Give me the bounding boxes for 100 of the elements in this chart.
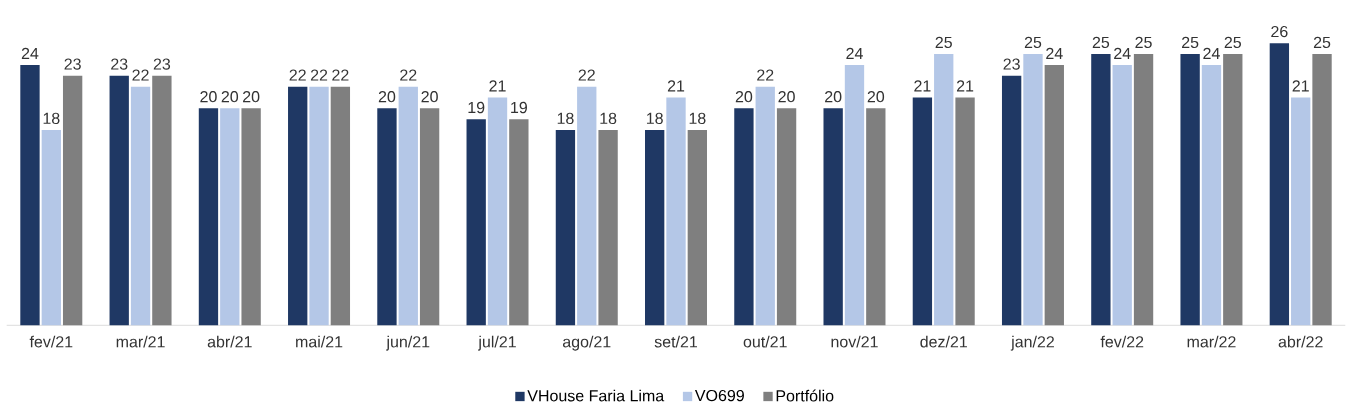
data-label: 23 bbox=[153, 58, 171, 70]
bar bbox=[844, 65, 865, 326]
bar bbox=[20, 65, 40, 326]
bar bbox=[866, 108, 886, 326]
bar bbox=[1312, 54, 1332, 326]
data-label: 24 bbox=[846, 47, 863, 60]
bar bbox=[934, 54, 954, 326]
bar bbox=[1223, 54, 1243, 326]
data-label: 20 bbox=[421, 91, 438, 103]
x-tick-label: mar/22 bbox=[1187, 335, 1236, 348]
bar bbox=[1291, 97, 1311, 326]
data-label: 20 bbox=[867, 91, 885, 103]
bar bbox=[241, 108, 261, 326]
bar bbox=[152, 75, 172, 326]
bar bbox=[755, 86, 775, 326]
data-label: 20 bbox=[221, 91, 239, 103]
bar bbox=[288, 86, 308, 326]
data-label: 25 bbox=[1224, 36, 1242, 49]
bar bbox=[577, 86, 597, 326]
x-tick-label: jun/21 bbox=[386, 335, 430, 351]
data-label: 24 bbox=[1046, 47, 1063, 60]
x-tick-label: abr/21 bbox=[207, 335, 252, 348]
data-label: 22 bbox=[132, 69, 149, 81]
legend-label: Portfólio bbox=[776, 389, 834, 402]
x-tick-label: fev/21 bbox=[29, 335, 73, 348]
bar bbox=[1133, 54, 1154, 326]
x-tick-label: abr/22 bbox=[1278, 335, 1323, 348]
bar bbox=[198, 108, 219, 326]
data-label: 21 bbox=[914, 80, 931, 92]
data-label: 18 bbox=[557, 112, 574, 125]
data-label: 24 bbox=[1203, 47, 1220, 60]
bar bbox=[419, 108, 440, 326]
bar bbox=[1269, 43, 1290, 326]
data-label: 25 bbox=[1092, 36, 1110, 49]
bar bbox=[555, 130, 576, 326]
bar bbox=[1201, 65, 1222, 326]
bar bbox=[1044, 65, 1064, 326]
x-tick-label: nov/21 bbox=[831, 335, 878, 348]
x-tick-label: ago/21 bbox=[562, 335, 611, 351]
bar bbox=[509, 119, 529, 326]
bar bbox=[666, 97, 686, 326]
data-label: 20 bbox=[200, 91, 217, 103]
data-label: 22 bbox=[400, 69, 417, 81]
bar bbox=[912, 97, 933, 326]
x-tick-label: dez/21 bbox=[920, 335, 967, 348]
data-label: 18 bbox=[646, 112, 663, 125]
data-label: 25 bbox=[1313, 36, 1331, 49]
bar bbox=[109, 75, 129, 326]
data-label: 21 bbox=[956, 80, 974, 92]
data-label: 24 bbox=[1114, 47, 1131, 60]
bar bbox=[377, 108, 397, 326]
legend-label: VO699 bbox=[694, 390, 744, 402]
data-label: 18 bbox=[689, 112, 706, 125]
data-label: 23 bbox=[1003, 58, 1020, 70]
bar bbox=[41, 130, 61, 326]
bar bbox=[734, 108, 754, 326]
x-tick-label: jul/21 bbox=[478, 335, 516, 351]
bar bbox=[330, 86, 351, 326]
bar bbox=[309, 86, 329, 326]
x-tick-label: mai/21 bbox=[296, 335, 343, 348]
data-label: 22 bbox=[332, 69, 349, 81]
x-tick-label: set/21 bbox=[654, 335, 698, 348]
bar bbox=[1180, 54, 1200, 326]
data-label: 23 bbox=[111, 58, 128, 70]
data-label: 20 bbox=[825, 91, 842, 103]
data-label: 25 bbox=[1182, 36, 1199, 49]
bar bbox=[220, 108, 240, 326]
data-label: 21 bbox=[667, 80, 685, 92]
data-label: 20 bbox=[243, 91, 260, 103]
data-label: 20 bbox=[778, 91, 795, 103]
x-tick-label: out/21 bbox=[743, 335, 787, 348]
x-tick-label: jan/22 bbox=[1010, 335, 1054, 351]
bar bbox=[776, 108, 797, 326]
data-label: 25 bbox=[935, 36, 952, 49]
data-label: 22 bbox=[310, 69, 328, 81]
x-tick-label: fev/22 bbox=[1100, 335, 1144, 348]
data-label: 24 bbox=[21, 47, 39, 60]
bar bbox=[687, 130, 707, 326]
bar bbox=[1091, 54, 1111, 326]
data-label: 21 bbox=[489, 80, 506, 92]
bar bbox=[955, 97, 975, 326]
x-tick-label: mar/21 bbox=[116, 335, 165, 348]
legend-label: VHouse Faria Lima bbox=[527, 389, 665, 402]
data-label: 19 bbox=[468, 101, 485, 114]
data-label: 22 bbox=[578, 69, 595, 81]
data-label: 20 bbox=[378, 91, 396, 103]
data-label: 19 bbox=[511, 101, 527, 114]
bar bbox=[1001, 75, 1022, 326]
data-label: 18 bbox=[600, 112, 617, 125]
bar bbox=[645, 130, 665, 326]
bar bbox=[1023, 54, 1043, 326]
bar bbox=[598, 130, 618, 326]
bar bbox=[62, 75, 83, 326]
bar bbox=[487, 97, 508, 326]
data-label: 18 bbox=[43, 112, 60, 125]
bar bbox=[1112, 65, 1132, 326]
data-label: 23 bbox=[64, 58, 81, 70]
data-label: 25 bbox=[1135, 36, 1152, 49]
data-label: 26 bbox=[1271, 26, 1288, 38]
data-label: 20 bbox=[735, 91, 753, 103]
